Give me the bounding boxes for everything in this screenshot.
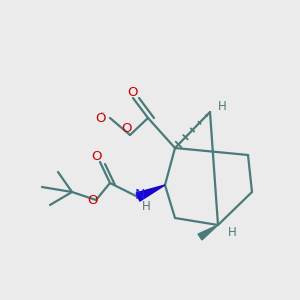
Text: O: O [127, 85, 137, 98]
Text: H: H [228, 226, 237, 239]
Polygon shape [136, 185, 165, 201]
Polygon shape [198, 225, 218, 240]
Text: H: H [218, 100, 227, 113]
Text: O: O [87, 194, 97, 206]
Text: H: H [142, 200, 150, 214]
Text: O: O [121, 122, 131, 134]
Text: methyl: methyl [100, 111, 105, 112]
Text: N: N [135, 188, 145, 202]
Text: O: O [95, 112, 105, 124]
Text: O: O [92, 151, 102, 164]
